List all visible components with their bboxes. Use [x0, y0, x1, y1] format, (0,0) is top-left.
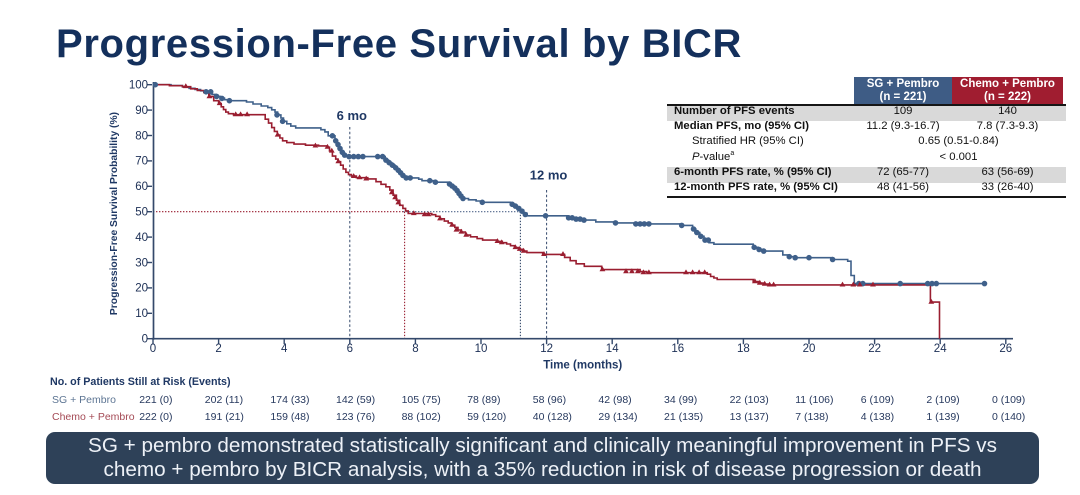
svg-text:50: 50 — [135, 207, 148, 219]
svg-text:Time (months): Time (months) — [543, 360, 622, 372]
svg-text:4: 4 — [281, 343, 288, 355]
svg-text:26: 26 — [999, 343, 1012, 355]
svg-text:10: 10 — [475, 343, 488, 355]
svg-text:20: 20 — [135, 283, 148, 295]
svg-text:70: 70 — [135, 156, 148, 168]
svg-text:18: 18 — [737, 343, 750, 355]
svg-text:12: 12 — [540, 343, 553, 355]
svg-text:22: 22 — [868, 343, 881, 355]
svg-text:100: 100 — [129, 80, 148, 92]
svg-text:Progression-Free Survival Prob: Progression-Free Survival Probability (%… — [109, 112, 120, 315]
svg-text:6 mo: 6 mo — [337, 108, 367, 123]
svg-text:20: 20 — [803, 343, 816, 355]
svg-text:60: 60 — [135, 181, 148, 193]
svg-text:40: 40 — [135, 232, 148, 244]
svg-text:30: 30 — [135, 257, 148, 269]
svg-text:8: 8 — [412, 343, 418, 355]
svg-text:90: 90 — [135, 105, 148, 117]
svg-text:0: 0 — [142, 334, 148, 346]
svg-text:14: 14 — [606, 343, 619, 355]
svg-text:6: 6 — [347, 343, 353, 355]
svg-text:0: 0 — [150, 343, 156, 355]
svg-text:10: 10 — [135, 308, 148, 320]
svg-text:12 mo: 12 mo — [530, 168, 568, 183]
svg-text:80: 80 — [135, 130, 148, 142]
svg-text:16: 16 — [671, 343, 684, 355]
svg-text:2: 2 — [215, 343, 221, 355]
svg-text:24: 24 — [934, 343, 947, 355]
